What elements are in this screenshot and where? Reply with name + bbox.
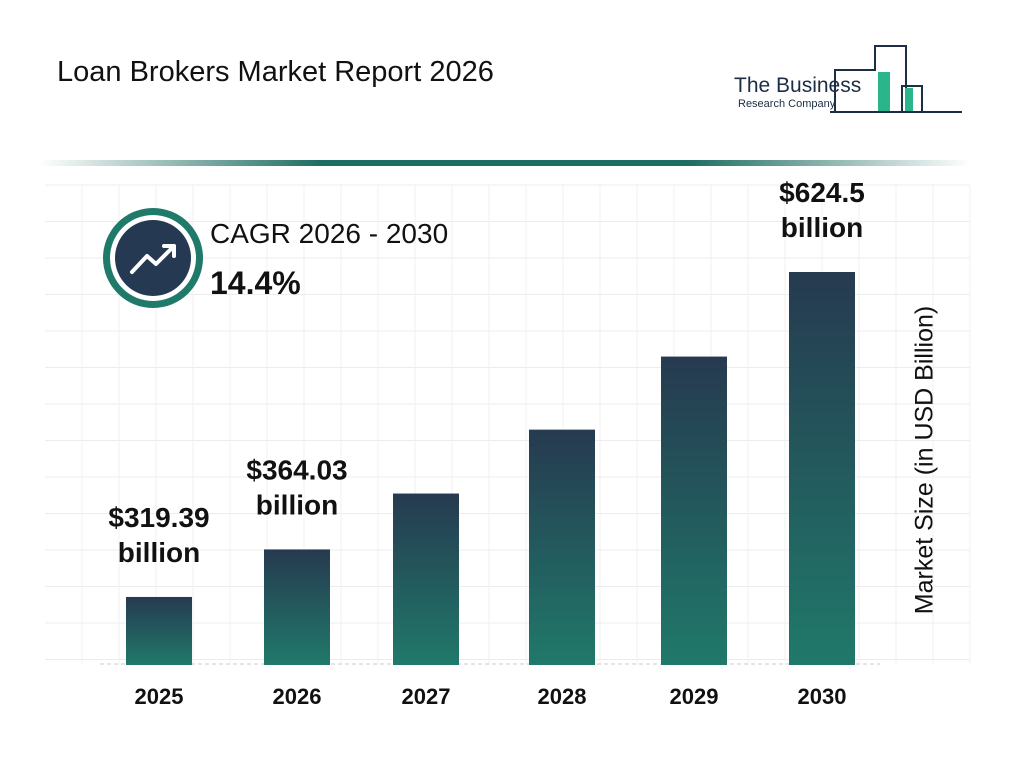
x-tick-label: 2027 <box>402 684 451 709</box>
logo-text: The Business <box>734 74 862 97</box>
logo-subtext: Research Company <box>738 98 836 110</box>
data-label-value: $624.5 <box>779 177 865 208</box>
bar-2029 <box>661 356 727 665</box>
bar-2026 <box>264 549 330 665</box>
logo-bars-icon <box>830 45 962 113</box>
trending-up-icon <box>130 244 176 274</box>
x-tick-label: 2030 <box>798 684 847 709</box>
chart-title: Loan Brokers Market Report 2026 <box>57 56 494 88</box>
company-logo: The Business Research Company <box>730 40 970 120</box>
data-label-unit: billion <box>781 212 863 243</box>
x-tick-label: 2026 <box>273 684 322 709</box>
x-tick-label: 2029 <box>670 684 719 709</box>
cagr-value: 14.4% <box>210 265 301 301</box>
data-label-value: $364.03 <box>246 454 347 485</box>
data-label-unit: billion <box>256 489 338 520</box>
divider <box>40 160 970 166</box>
bar-2025 <box>126 596 192 665</box>
data-label-value: $319.39 <box>108 502 209 533</box>
x-tick-label: 2028 <box>538 684 587 709</box>
bar-2027 <box>393 493 459 665</box>
bar-2030 <box>789 272 855 665</box>
x-tick-label: 2025 <box>135 684 184 709</box>
y-axis-label: Market Size (in USD Billion) <box>910 305 939 615</box>
cagr-label: CAGR 2026 - 2030 <box>210 218 449 249</box>
data-label-unit: billion <box>118 537 200 568</box>
bar-2028 <box>529 429 595 665</box>
cagr-badge <box>103 208 203 308</box>
